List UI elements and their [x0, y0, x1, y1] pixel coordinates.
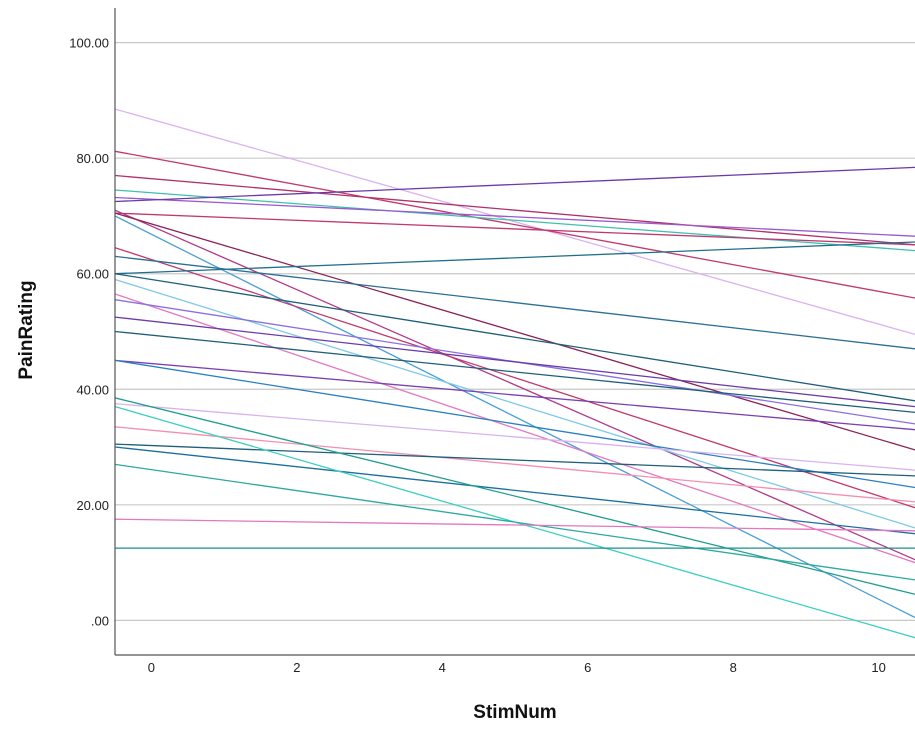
y-tick-label: 40.00	[76, 382, 109, 397]
x-tick-label: 10	[871, 660, 885, 675]
series-line	[115, 443, 915, 477]
series-line	[115, 316, 915, 408]
series-line	[115, 209, 915, 561]
y-tick-label: 100.00	[69, 36, 109, 51]
x-axis-title: StimNum	[473, 702, 556, 723]
y-tick-label: .00	[91, 613, 109, 628]
series-line	[115, 293, 915, 564]
series-line	[115, 166, 915, 203]
series-line	[115, 397, 915, 595]
series-line	[115, 330, 915, 414]
series-line	[115, 446, 915, 535]
series-line	[115, 255, 915, 350]
x-tick-label: 8	[730, 660, 737, 675]
x-tick-label: 2	[293, 660, 300, 675]
series-line	[115, 518, 915, 532]
axes	[114, 8, 915, 656]
series-line	[115, 426, 915, 503]
gridlines	[115, 42, 915, 621]
series-line	[115, 196, 915, 237]
y-tick-label: 20.00	[76, 498, 109, 513]
y-tick-label: 60.00	[76, 267, 109, 282]
series-line	[115, 403, 915, 471]
x-tick-label: 6	[584, 660, 591, 675]
y-tick-labels: .00 20.00 40.00 60.00 80.00 100.00	[69, 36, 109, 629]
series-line	[115, 247, 915, 509]
x-tick-labels: 0 2 4 6 8 10	[148, 660, 886, 675]
series-line	[115, 212, 915, 246]
series-line	[115, 273, 915, 402]
series-line	[115, 150, 915, 299]
x-tick-label: 0	[148, 660, 155, 675]
x-tick-label: 4	[439, 660, 446, 675]
series-line	[115, 212, 915, 451]
y-tick-label: 80.00	[76, 151, 109, 166]
series-lines	[115, 108, 915, 639]
series-line	[115, 241, 915, 275]
series-line	[115, 174, 915, 246]
series-line	[115, 189, 915, 252]
y-axis-title: PainRating	[16, 280, 37, 379]
series-line	[115, 359, 915, 431]
series-line	[115, 215, 915, 619]
series-line	[115, 108, 915, 336]
series-line	[115, 463, 915, 581]
series-line	[115, 359, 915, 489]
